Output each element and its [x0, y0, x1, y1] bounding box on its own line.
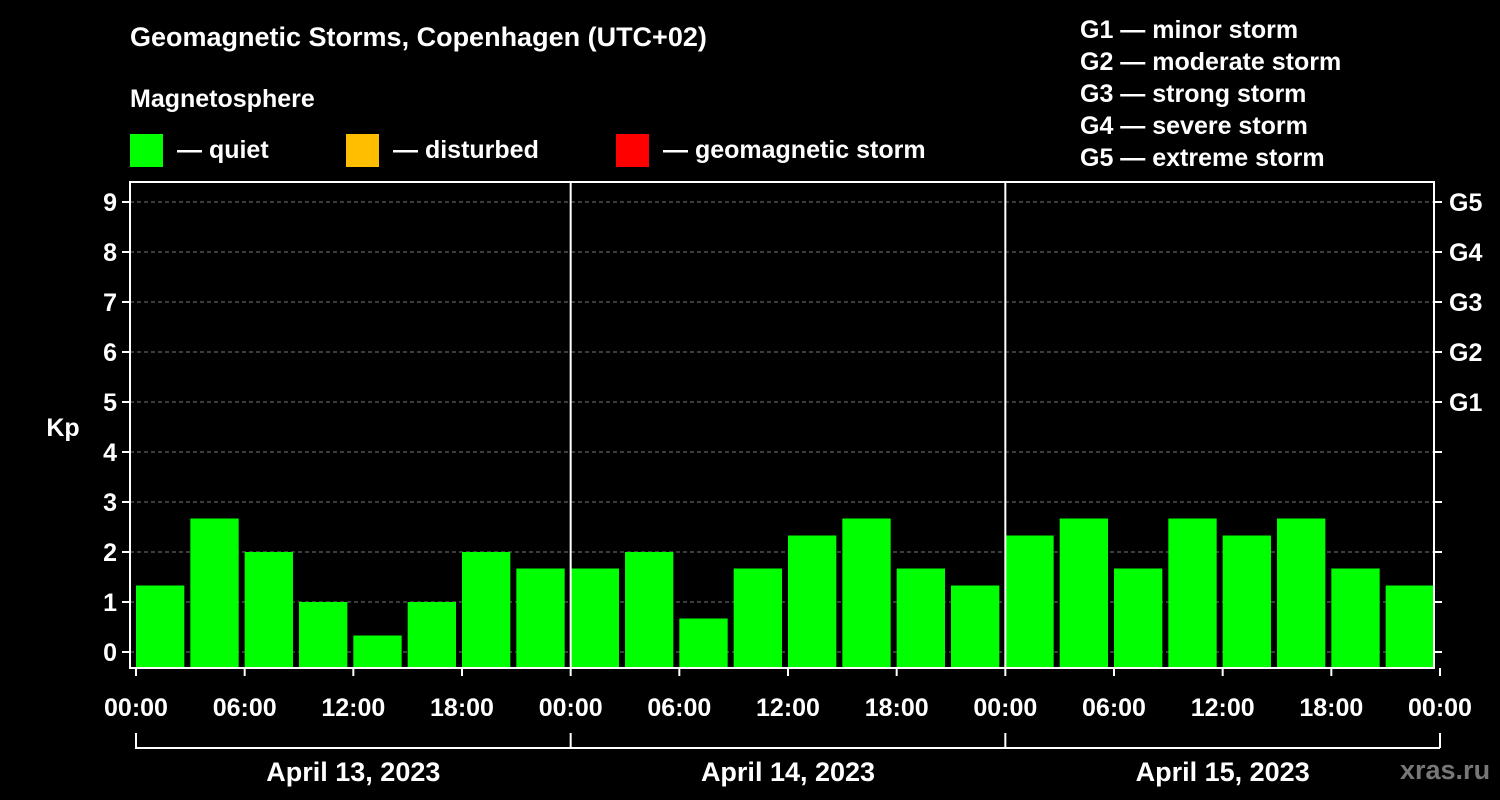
- kp-bar: [679, 618, 728, 668]
- plot-frame: [129, 181, 1435, 669]
- legend-item-disturbed: — disturbed: [346, 133, 539, 167]
- kp-bar: [516, 568, 565, 668]
- storm-scale-g4: G4 — severe storm: [1080, 112, 1308, 140]
- g-scale-label: G1: [1449, 389, 1482, 417]
- x-tick-label: 06:00: [1082, 694, 1146, 722]
- legend-swatch-disturbed: [346, 133, 379, 167]
- kp-bar: [407, 602, 456, 668]
- x-tick-label: 12:00: [1191, 694, 1255, 722]
- y-tick-label: 9: [103, 189, 117, 217]
- kp-bar: [1331, 568, 1380, 668]
- legend-swatch-quiet: [130, 133, 163, 167]
- kp-bar: [462, 552, 511, 668]
- legend-label-disturbed: — disturbed: [393, 135, 539, 164]
- date-label: April 14, 2023: [701, 757, 875, 787]
- chart-subtitle: Magnetosphere: [130, 85, 315, 113]
- watermark: xras.ru: [1400, 755, 1491, 785]
- x-tick-label: 06:00: [213, 694, 277, 722]
- kp-bar: [136, 585, 185, 668]
- storm-scale-list: G1 — minor storm G2 — moderate storm G3 …: [1080, 14, 1341, 174]
- legend-label-storm: — geomagnetic storm: [663, 135, 926, 164]
- legend-swatch-storm: [616, 133, 649, 167]
- y-tick-label: 1: [103, 589, 117, 617]
- kp-bar: [1222, 535, 1271, 668]
- kp-bar: [299, 602, 348, 668]
- kp-bar: [244, 552, 293, 668]
- storm-scale-g5: G5 — extreme storm: [1080, 144, 1325, 172]
- kp-bar: [1005, 535, 1054, 668]
- date-label: April 15, 2023: [1136, 757, 1310, 787]
- legend-item-storm: — geomagnetic storm: [616, 133, 926, 167]
- x-tick-label: 00:00: [1408, 694, 1472, 722]
- kp-bar: [1114, 568, 1163, 668]
- kp-bar: [1277, 518, 1326, 668]
- g-scale-label: G2: [1449, 339, 1482, 367]
- storm-scale-g3: G3 — strong storm: [1080, 80, 1307, 108]
- y-tick-label: 7: [103, 289, 117, 317]
- kp-bar: [353, 635, 402, 668]
- kp-bar: [1059, 518, 1108, 668]
- kp-bar: [190, 518, 239, 668]
- y-tick-label: 5: [103, 389, 117, 417]
- y-tick-label: 3: [103, 489, 117, 517]
- y-tick-label: 8: [103, 239, 117, 267]
- kp-bar: [842, 518, 891, 668]
- y-tick-label: 2: [103, 539, 117, 567]
- g-scale-label: G4: [1449, 239, 1482, 267]
- g-scale-label: G3: [1449, 289, 1482, 317]
- g-scale-label: G5: [1449, 189, 1482, 217]
- x-tick-label: 18:00: [865, 694, 929, 722]
- kp-bar: [625, 552, 674, 668]
- kp-bar: [733, 568, 782, 668]
- storm-scale-g2: G2 — moderate storm: [1080, 48, 1342, 76]
- x-tick-label: 00:00: [104, 694, 168, 722]
- kp-bar: [951, 585, 1000, 668]
- y-tick-label: 4: [103, 439, 117, 467]
- x-tick-label: 12:00: [321, 694, 385, 722]
- x-tick-label: 12:00: [756, 694, 820, 722]
- x-tick-label: 18:00: [430, 694, 494, 722]
- kp-bar: [788, 535, 837, 668]
- legend-label-quiet: — quiet: [177, 135, 269, 164]
- kp-bar: [896, 568, 945, 668]
- y-axis-label: Kp: [46, 414, 79, 442]
- chart-title: Geomagnetic Storms, Copenhagen (UTC+02): [130, 22, 707, 52]
- y-tick-label: 6: [103, 339, 117, 367]
- kp-bar: [570, 568, 619, 668]
- kp-bar: [1168, 518, 1217, 668]
- x-tick-label: 00:00: [539, 694, 603, 722]
- x-tick-label: 00:00: [973, 694, 1037, 722]
- y-tick-label: 0: [103, 639, 117, 667]
- x-tick-label: 18:00: [1299, 694, 1363, 722]
- date-label: April 13, 2023: [266, 757, 440, 787]
- x-tick-label: 06:00: [647, 694, 711, 722]
- legend-item-quiet: — quiet: [130, 133, 269, 167]
- storm-scale-g1: G1 — minor storm: [1080, 16, 1299, 44]
- kp-bar: [1385, 585, 1433, 668]
